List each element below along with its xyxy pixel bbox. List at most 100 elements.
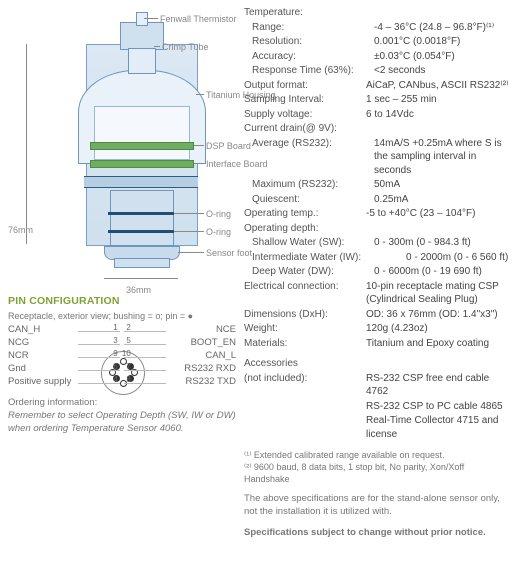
spec-acc-k: Accessories <box>244 357 366 371</box>
pin-left-label: NCR <box>8 350 78 363</box>
pin-row: CAN_H 12 NCE <box>8 324 236 337</box>
pin-mid: 67 <box>78 363 166 376</box>
pin-right-label: BOOT_EN <box>166 337 236 350</box>
left-column: 76mm 36mm Fenwall Thermistor Crimp Tube <box>8 6 236 436</box>
note-standalone: The above specifications are for the sta… <box>244 493 510 519</box>
lead-foot <box>178 252 204 253</box>
pin-right-label: RS232 TXD <box>166 376 236 389</box>
lead-crimp <box>154 46 160 47</box>
ordering-block: Ordering information: Remember to select… <box>8 397 236 435</box>
pin-mid: 9 10 <box>78 350 166 363</box>
pin-right-label: NCE <box>166 324 236 337</box>
lead-iface <box>194 163 204 164</box>
spec-res-k: Resolution: <box>252 35 374 49</box>
spec-weight-v: 120g (4.23oz) <box>366 322 510 336</box>
pin-right-num: 5 <box>126 336 130 347</box>
inner-cup <box>94 106 190 160</box>
pin-right-num: 2 <box>126 323 130 334</box>
spec-acc-v: ±0.03°C (0.054°F) <box>374 50 510 64</box>
pin-right-num: 8 <box>126 375 130 386</box>
spec-mat-v: Titanium and Epoxy coating <box>366 337 510 351</box>
spec-range-k: Range: <box>252 21 374 35</box>
pin-left-num: 1 <box>113 323 117 334</box>
seal-band <box>84 176 198 188</box>
spec-weight-k: Weight: <box>244 322 366 336</box>
lead-oring2 <box>174 231 204 232</box>
spec-elec-k: Electrical connection: <box>244 280 366 307</box>
pin-config-block: PIN CONFIGURATION Receptacle, exterior v… <box>8 294 236 389</box>
label-fenwall: Fenwall Thermistor <box>160 13 236 25</box>
spec-drain-max-v: 50mA <box>374 178 510 192</box>
ordering-body: Remember to select Operating Depth (SW, … <box>8 410 236 436</box>
lead-oring1 <box>174 213 204 214</box>
spec-acc-k2: (not included): <box>244 372 366 399</box>
pin-mid: 48 <box>78 376 166 389</box>
spec-outfmt-k: Output format: <box>244 79 366 93</box>
spec-elec-v: 10-pin receptacle mating CSP (Cylindrica… <box>366 280 510 307</box>
spec-sampling-k: Sampling Interval: <box>244 93 366 107</box>
crimp-shape <box>128 48 156 74</box>
lead-dsp <box>194 145 204 146</box>
dim-height: 76mm <box>8 224 33 236</box>
spec-drain-max-k: Maximum (RS232): <box>252 178 374 192</box>
pin-config-subtitle: Receptacle, exterior view; bushing = o; … <box>8 310 236 322</box>
spec-sw-v: 0 - 300m (0 - 984.3 ft) <box>374 236 510 250</box>
spec-optemp-v: -5 to +40°C (23 – 104°F) <box>366 207 510 221</box>
spec-iw-k: Intermediate Water (IW): <box>252 251 406 265</box>
pin-left-num: 9 <box>113 349 117 360</box>
sensor-diagram: 76mm 36mm Fenwall Thermistor Crimp Tube <box>8 6 236 290</box>
label-oring1: O-ring <box>206 208 231 220</box>
spec-supply-v: 6 to 14Vdc <box>366 108 510 122</box>
spec-drain-q-v: 0.25mA <box>374 193 510 207</box>
dsp-shape <box>90 142 194 150</box>
pin-left-label: Gnd <box>8 363 78 376</box>
stem-shape <box>136 12 148 26</box>
spec-rt-k: Response Time (63%): <box>252 64 374 78</box>
datasheet-page: 76mm 36mm Fenwall Thermistor Crimp Tube <box>0 0 518 561</box>
spec-rt-v: <2 seconds <box>374 64 510 78</box>
ordering-head: Ordering information: <box>8 397 236 410</box>
footnote-2: ⁽²⁾ 9600 baud, 8 data bits, 1 stop bit, … <box>244 461 510 485</box>
pin-left-label: Positive supply <box>8 376 78 389</box>
pin-right-num: 10 <box>122 349 131 360</box>
footnotes: ⁽¹⁾ Extended calibrated range available … <box>244 449 510 485</box>
pin-config-title: PIN CONFIGURATION <box>8 294 236 308</box>
spec-drain-avg-k: Average (RS232): <box>252 137 374 178</box>
midblock <box>110 190 174 246</box>
spec-dw-k: Deep Water (DW): <box>252 265 374 279</box>
spec-dims-k: Dimensions (DxH): <box>244 308 366 322</box>
spec-drain-k: Current drain(@ 9V): <box>244 122 366 136</box>
spec-acc-v3: Real-Time Collector 4715 and license <box>366 414 510 441</box>
pin-left-label: CAN_H <box>8 324 78 337</box>
pin-row: Gnd67RS232 RXD <box>8 363 236 376</box>
pin-row: NCR 9 10 CAN_L <box>8 350 236 363</box>
lead-fenwall <box>144 18 158 19</box>
pin-rows: CAN_H 12 NCE NCG 35 BOOT_EN NCR 9 10 CAN_L Gnd6… <box>8 324 236 389</box>
pin-right-label: CAN_L <box>166 350 236 363</box>
pin-right-num: 7 <box>126 362 130 373</box>
pin-left-label: NCG <box>8 337 78 350</box>
spec-opdepth-k: Operating depth: <box>244 222 366 236</box>
dim-h-line <box>104 278 178 279</box>
spec-dw-v: 0 - 6000m (0 - 19 690 ft) <box>374 265 510 279</box>
dim-v-line <box>26 44 27 244</box>
spec-supply-k: Supply voltage: <box>244 108 366 122</box>
spec-drain-avg-v: 14mA/S +0.25mA where S is the sampling i… <box>374 137 510 178</box>
spec-res-v: 0.001°C (0.0018°F) <box>374 35 510 49</box>
spec-dims-v: OD: 36 x 76mm (OD: 1.4"x3") <box>366 308 510 322</box>
spec-acc-v1: RS-232 CSP free end cable 4762 <box>366 372 510 399</box>
footnote-1: ⁽¹⁾ Extended calibrated range available … <box>244 449 510 461</box>
spec-sampling-v: 1 sec – 255 min <box>366 93 510 107</box>
pin-left-num: 3 <box>113 336 117 347</box>
spec-acc-k: Accuracy: <box>252 50 374 64</box>
spec-iw-v: 0 - 2000m (0 - 6 560 ft) <box>406 251 510 265</box>
pin-left-num: 4 <box>113 375 117 386</box>
oring-upper <box>108 212 174 215</box>
spec-drain-q-k: Quiescent: <box>252 193 374 207</box>
spec-acc-v2: RS-232 CSP to PC cable 4865 <box>366 400 510 414</box>
label-crimp: Crimp Tube <box>162 41 209 53</box>
pin-row: Positive supply48RS232 TXD <box>8 376 236 389</box>
note-change: Specifications subject to change without… <box>244 527 510 540</box>
pin-right-label: RS232 RXD <box>166 363 236 376</box>
spec-mat-k: Materials: <box>244 337 366 351</box>
